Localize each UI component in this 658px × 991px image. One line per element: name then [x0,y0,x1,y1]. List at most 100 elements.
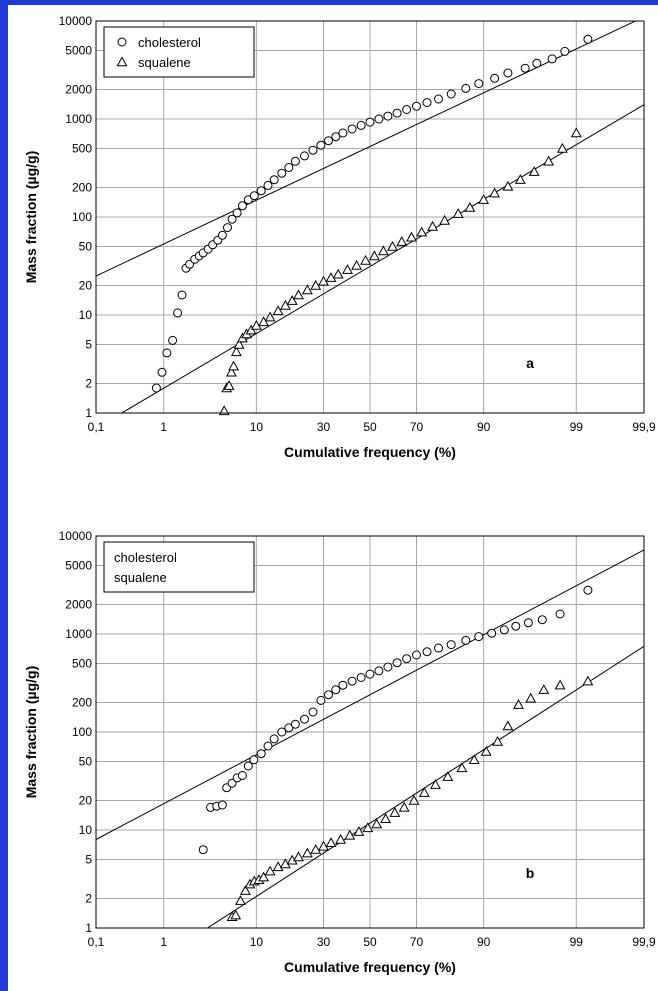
panel-a-point-cholesterol [151,383,161,393]
panel-a-point-squalene [286,295,298,305]
panel-a-point-squalene [556,142,568,153]
panel-a-point-squalene [570,127,582,138]
panel-a-point-cholesterol [331,132,341,142]
panel-b-point-squalene [389,807,401,817]
panel-a-point-cholesterol [374,114,384,124]
panel-a-point-squalene [258,316,270,327]
panel-b-point-cholesterol [356,673,366,682]
panel-b-point-cholesterol [338,680,348,690]
panel-a-y-tick-label: 5000 [65,44,92,58]
panel-b-point-cholesterol [412,650,421,660]
panel-a-point-squalene [439,214,451,225]
panel-b-point-cholesterol [331,685,341,695]
panel-a-y-tick-label: 10 [79,308,93,322]
panel-a-y-tick-label: 50 [79,240,93,254]
panel-a-point-cholesterol [583,34,593,44]
panel-a-point-squalene [543,155,555,166]
panel-a-point-squalene [387,240,398,251]
panel-a-point-squalene [225,366,237,377]
panel-b-x-tick-labels: 0,1 1 10 30 50 70 90 99 99,9 [88,935,656,949]
panel-a-y-tick-label: 500 [72,142,92,156]
panel-b-point-cholesterol [365,669,375,679]
panel-b-point-squalene [293,851,304,862]
panel-b-point-cholesterol [316,695,326,705]
panel-b-point-cholesterol [308,707,318,717]
panel-b-x-tick-label: 99 [570,935,584,949]
panel-b-x-tick-label: 99,9 [632,935,656,949]
panel-a-point-squalene [464,201,476,212]
panel-b-point-squalene [239,885,251,895]
panel-a-point-squalene [377,245,389,256]
panel-a-point-cholesterol [290,156,300,166]
panel-b-y-tick-label: 2 [85,891,92,905]
panel-a-label: a [526,355,534,371]
panel-b-point-squalene [480,746,492,756]
panel-a-point-cholesterol [316,140,326,150]
panel-a-point-cholesterol [490,73,500,83]
panel-a-point-squalene [272,305,284,316]
panel-b-point-squalene [230,909,242,920]
panel-a-point-cholesterol [308,145,318,155]
panel-b-point-cholesterol [249,755,259,765]
panel-b-point-squalene [554,679,566,690]
panel-a-point-squalene [427,220,439,231]
panel-b-point-squalene [335,833,347,844]
panel-b-legend-box [103,541,255,593]
panel-b-point-cholesterol [198,845,208,855]
panel-a-point-cholesterol [392,108,402,118]
panel-b-point-squalene [502,720,514,731]
panel-a-point-cholesterol [173,308,183,318]
panel-b-y-tick-label: 10 [79,823,93,837]
panel-b-point-squalene [264,865,276,876]
panel-b-point-cholesterol [284,723,294,733]
panel-b-point-cholesterol [237,771,247,780]
panel-b-x-tick-label: 50 [363,935,377,949]
panel-b-fit-lines [96,549,644,928]
panel-a-point-cholesterol [223,223,232,233]
panel-b-y-tick-label: 1 [85,921,92,935]
panel-a-point-squalene [406,231,417,242]
panel-a-point-cholesterol [446,89,456,99]
panel-b-point-cholesterol [511,621,521,631]
panel-b-x-tick-label: 1 [160,935,167,949]
panel-b-point-squalene [318,840,329,851]
panel-a-x-tick-label: 1 [160,420,167,434]
panel-a-legend-circle-icon [117,37,127,47]
panel-a-point-cholesterol [356,120,366,130]
panel-a-point-squalene [342,264,353,274]
panel-b-y-tick-label: 200 [72,695,92,709]
panel-b-point-cholesterol [402,654,412,664]
panel-b-point-cholesterol [263,741,273,751]
panel-b-point-cholesterol [487,628,497,638]
panel-b-point-cholesterol [256,749,266,759]
panel-a-point-cholesterol [249,191,259,201]
panel-b-y-tick-label: 100 [72,725,92,739]
panel-a-fit-line-squalene [120,104,644,413]
panel-a-point-squalene [489,187,501,198]
panel-b-y-tick-labels: 1 2 5 10 20 50 100 200 500 1000 2000 5000 10000 [59,529,93,935]
panel-b-point-squalene [398,801,410,812]
panel-b-point-squalene [513,699,524,709]
panel-b-point-squalene [582,675,594,686]
panel-b-x-tick-label: 90 [477,935,491,949]
panel-a-point-cholesterol [560,46,570,56]
panel-b-point-squalene [362,822,374,833]
panel-b-point-cholesterol [290,719,300,729]
panel-a-point-cholesterol [300,151,309,161]
panel-b-point-cholesterol [422,647,432,657]
panel-b-point-cholesterol [269,734,279,744]
panel-a-legend-label-cholesterol: cholesterol [138,35,201,50]
panel-b-points [198,585,594,921]
panel-a-legend-marker-cholesterol [117,37,127,47]
panel-a-points [151,34,593,416]
panel-a-point-squalene [351,259,363,270]
panel-b-point-squalene [408,794,420,805]
panel-a-point-squalene [514,174,526,184]
panel-b-point-squalene [442,771,454,781]
panel-b-legend: cholesterol squalene [103,541,255,593]
panel-a-y-tick-label: 20 [79,278,93,292]
panel-b-point-squalene [353,826,365,836]
panel-a-y-tick-label: 2000 [65,82,92,96]
